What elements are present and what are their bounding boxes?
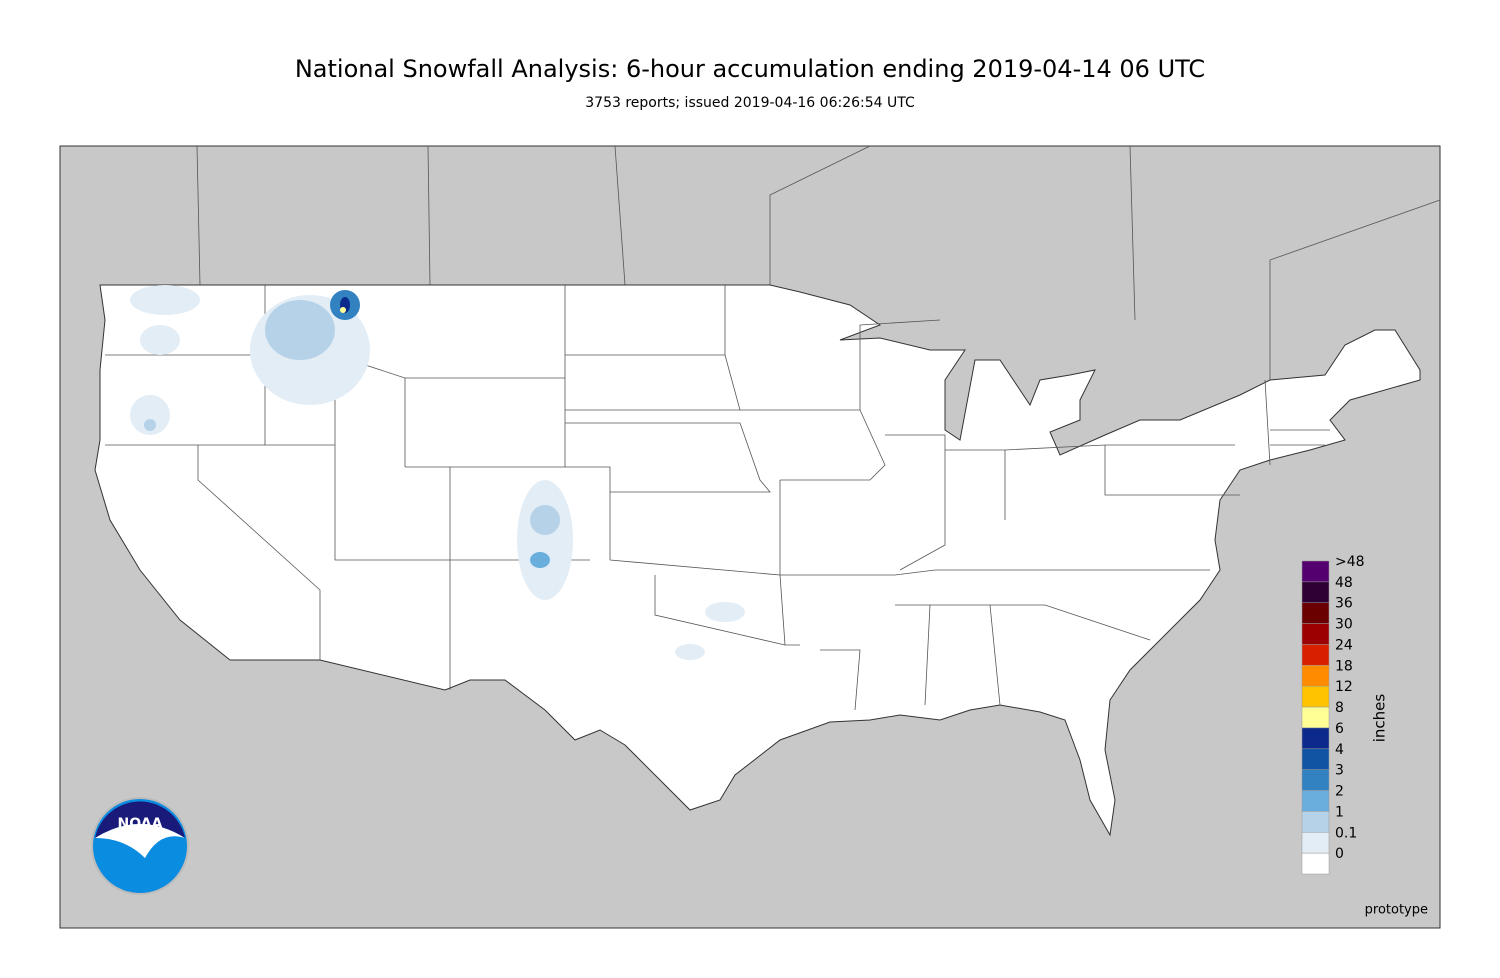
snow-areas [130,285,745,660]
snow-area [144,419,156,431]
legend: inches >48 48 36 30 24 18 12 8 6 4 3 2 1 0.1 0 [1301,554,1389,875]
legend-swatch [1301,852,1330,875]
snow-area [265,300,335,360]
legend-swatch [1301,602,1330,624]
noaa-logo: NOAA [91,797,189,895]
legend-label: 24 [1335,637,1353,653]
legend-swatch [1301,727,1330,750]
snow-area [140,325,180,355]
legend-label: 6 [1335,721,1344,737]
legend-swatch [1301,560,1330,583]
snow-area [705,602,745,622]
legend-swatch [1301,748,1330,770]
legend-label: 4 [1335,742,1344,758]
logo-text: NOAA [118,816,163,832]
legend-swatch [1301,685,1330,708]
legend-swatch [1301,581,1330,603]
snow-area [675,644,705,660]
legend-label: 18 [1335,658,1353,674]
legend-label: 30 [1335,617,1353,633]
legend-title: inches [1371,694,1389,743]
legend-label: 0.1 [1335,825,1357,841]
legend-swatch [1301,769,1330,791]
map [59,145,1441,929]
subtitle: 3753 reports; issued 2019-04-16 06:26:54… [585,95,915,111]
note: prototype [1365,903,1428,918]
legend-label: 48 [1335,575,1353,591]
legend-label: 8 [1335,700,1344,716]
land-borders [196,145,1441,380]
legend-swatch [1301,706,1330,729]
legend-label: 36 [1335,596,1353,612]
legend-label: 2 [1335,784,1344,800]
title: National Snowfall Analysis: 6-hour accum… [295,55,1205,83]
legend-label: >48 [1335,554,1365,570]
legend-label: 0 [1335,846,1344,862]
logo-top [95,801,185,838]
legend-label: 1 [1335,804,1344,820]
legend-swatch [1301,665,1330,687]
legend-label: 3 [1335,763,1344,779]
legend-swatch [1301,790,1330,812]
legend-label: 12 [1335,679,1353,695]
snow-area [530,552,550,568]
snow-area [530,505,560,535]
legend-swatch [1301,811,1330,833]
legend-swatch [1301,644,1330,666]
snow-area [130,395,170,435]
logo-bird [95,824,185,858]
snow-area [130,285,200,315]
legend-swatch [1301,623,1330,645]
legend-swatch [1301,832,1330,854]
conus [94,284,1421,837]
snow-area [517,480,573,600]
snow-area [340,307,346,313]
